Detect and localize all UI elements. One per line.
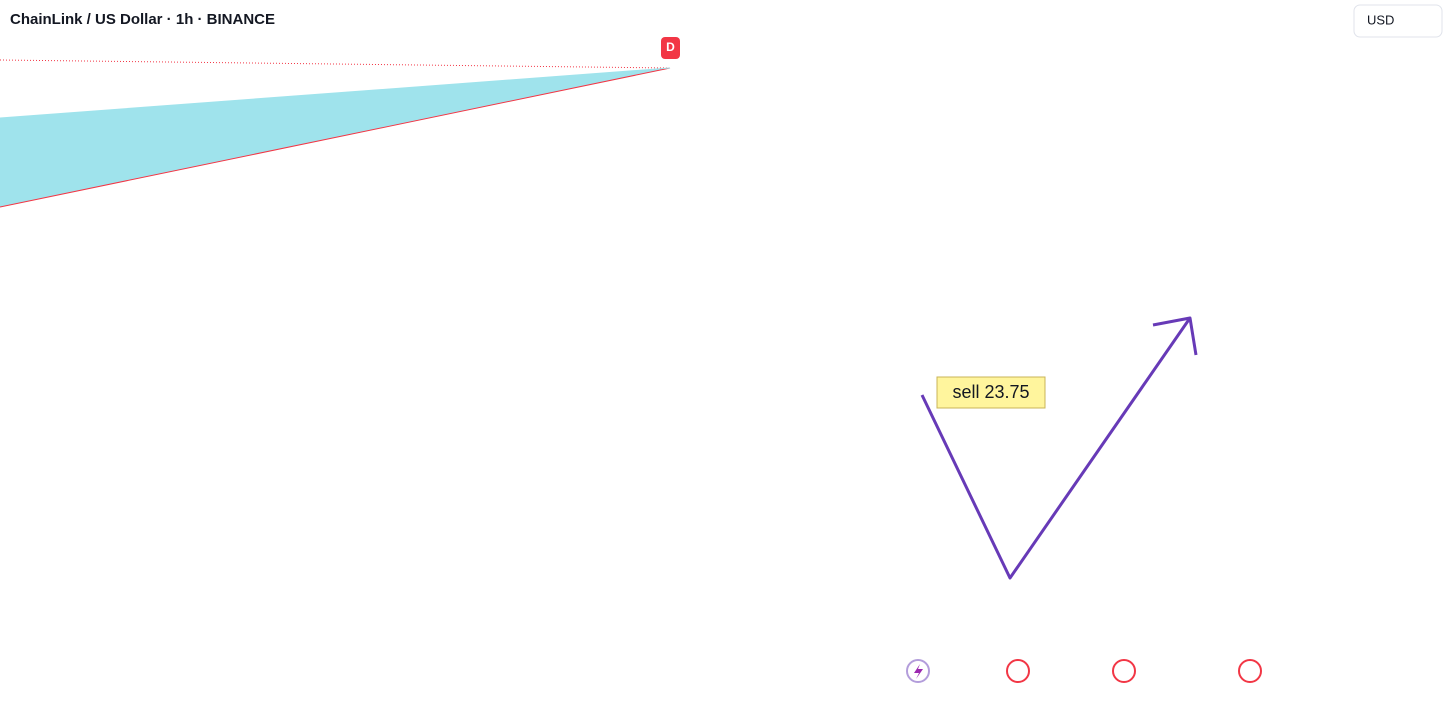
event-icon-glyph: [914, 664, 923, 679]
currency-label: USD: [1367, 12, 1394, 27]
annotation-text: sell 23.75: [952, 382, 1029, 402]
event-icon[interactable]: [1112, 659, 1136, 683]
wedge-edge: [0, 59, 671, 69]
badge-text: D: [666, 40, 675, 54]
projection-arrowhead: [1152, 316, 1198, 356]
chart-title: ChainLink / US Dollar · 1h · BINANCE: [10, 11, 275, 28]
annotation-box: [936, 376, 1046, 409]
badge[interactable]: [661, 37, 680, 59]
wedge-edge: [0, 67, 671, 119]
event-icon[interactable]: [1238, 659, 1262, 683]
currency-button[interactable]: [1353, 4, 1443, 38]
projection-path: [920, 317, 1192, 580]
wedge-edge: [0, 67, 671, 208]
event-icon[interactable]: [1006, 659, 1030, 683]
